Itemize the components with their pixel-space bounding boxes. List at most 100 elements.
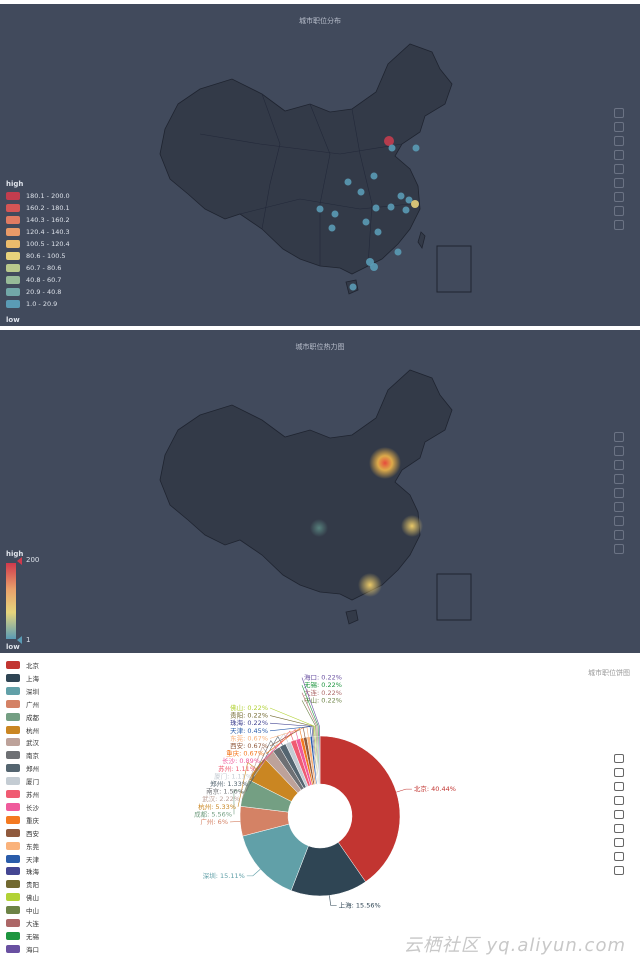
legend-swatch [6,263,20,272]
tiled-icon[interactable] [614,838,624,847]
city-point [331,210,339,218]
legend-item[interactable]: 重庆 [6,815,39,825]
legend-swatch [6,299,20,308]
legend-item[interactable]: 大连 [6,918,39,928]
download-icon[interactable] [614,220,624,230]
legend-swatch [6,880,20,889]
line-chart-icon[interactable] [614,796,624,805]
legend-piece[interactable]: 120.4 - 140.3 [6,227,70,236]
zoom-icon[interactable] [614,852,624,861]
legend-item[interactable]: 杭州 [6,725,39,735]
legend-item[interactable]: 上海 [6,673,39,683]
slice-label: 深圳: 15.11% [203,871,245,880]
slice-label: 长沙: 0.89% [222,756,260,765]
label-leader-line [246,868,261,877]
city-points [316,136,420,291]
legend-low-label: low [6,316,20,324]
label-leader-line [261,728,299,762]
city-point [397,192,405,200]
bar-chart-icon[interactable] [614,488,624,498]
save-image-icon[interactable] [614,754,624,763]
legend-swatch [6,802,20,811]
bar-chart-icon[interactable] [614,810,624,819]
legend-item[interactable]: 武汉 [6,737,39,747]
restore-icon[interactable] [614,122,624,132]
stack-icon[interactable] [614,178,624,188]
data-view-icon[interactable] [614,460,624,470]
label-leader-line [237,761,256,807]
zoom-icon[interactable] [614,108,624,118]
legend-item[interactable]: 北京 [6,660,39,670]
data-view-icon[interactable] [614,136,624,146]
legend-piece[interactable]: 60.7 - 80.6 [6,263,61,272]
tiled-icon[interactable] [614,516,624,526]
city-point [357,188,365,196]
chart-title: 城市职位分布 [299,17,341,25]
legend-item[interactable]: 厦门 [6,776,39,786]
legend-item[interactable]: 郑州 [6,763,39,773]
city-point [374,228,382,236]
legend-item[interactable]: 珠海 [6,866,39,876]
legend-swatch [6,712,20,721]
legend-item[interactable]: 佛山 [6,892,39,902]
bar-chart-icon[interactable] [614,164,624,174]
download-icon[interactable] [614,544,624,554]
legend-piece[interactable]: 20.9 - 40.8 [6,287,61,296]
legend-label: 珠海 [26,868,39,877]
save-image-icon[interactable] [614,206,624,216]
legend-item[interactable]: 西安 [6,828,39,838]
line-chart-icon[interactable] [614,474,624,484]
legend-swatch [6,828,20,837]
legend-item[interactable]: 南京 [6,750,39,760]
legend-piece[interactable]: 80.6 - 100.5 [6,251,66,260]
restore-icon[interactable] [614,446,624,456]
legend-item[interactable]: 长沙 [6,802,39,812]
legend-item[interactable]: 成都 [6,712,39,722]
zoom-icon[interactable] [614,432,624,442]
stack-icon[interactable] [614,502,624,512]
legend-item[interactable]: 贵阳 [6,879,39,889]
line-chart-icon[interactable] [614,150,624,160]
label-leader-line [265,727,303,754]
legend-label: 深圳 [26,687,39,696]
legend-item[interactable]: 无锡 [6,931,39,941]
visual-map-gradient-bar [6,563,16,639]
legend-item[interactable]: 海口 [6,944,39,954]
legend-item[interactable]: 深圳 [6,686,39,696]
visual-map-bottom-handle[interactable] [17,636,22,644]
pie-slice[interactable] [318,735,321,785]
legend-piece[interactable]: 180.1 - 200.0 [6,191,70,200]
legend-high-label: high [6,180,24,188]
stack-icon[interactable] [614,824,624,833]
legend-piece-label: 40.8 - 60.7 [26,275,62,284]
legend-piece-label: 100.5 - 120.4 [26,239,70,248]
tiled-icon[interactable] [614,192,624,202]
restore-icon[interactable] [614,768,624,777]
visual-map-top-handle[interactable] [17,557,22,565]
legend-label: 长沙 [26,803,39,812]
legend-item[interactable]: 苏州 [6,789,39,799]
legend-piece[interactable]: 1.0 - 20.9 [6,299,57,308]
zoom-reset-icon[interactable] [614,866,624,875]
legend-swatch [6,275,20,284]
legend-item[interactable]: 天津 [6,854,39,864]
city-point [387,203,395,211]
visual-map-max-label: 200 [26,556,40,564]
legend-piece[interactable]: 100.5 - 120.4 [6,239,70,248]
legend-item[interactable]: 中山 [6,905,39,915]
slice-label: 重庆: 0.67% [226,749,264,758]
legend-piece[interactable]: 40.8 - 60.7 [6,275,61,284]
legend-piece[interactable]: 140.3 - 160.2 [6,215,70,224]
heat-spot-shanghai [401,515,423,537]
data-view-icon[interactable] [614,782,624,791]
legend-piece-label: 60.7 - 80.6 [26,263,62,272]
visual-map-min-label: 1 [26,636,31,644]
label-leader-line [269,707,316,737]
legend-item[interactable]: 东莞 [6,841,39,851]
label-leader-line [396,788,412,793]
slice-label: 上海: 15.56% [339,900,381,909]
save-image-icon[interactable] [614,530,624,540]
pie-slice[interactable] [319,735,401,883]
legend-piece[interactable]: 160.2 - 180.1 [6,203,70,212]
legend-item[interactable]: 广州 [6,699,39,709]
